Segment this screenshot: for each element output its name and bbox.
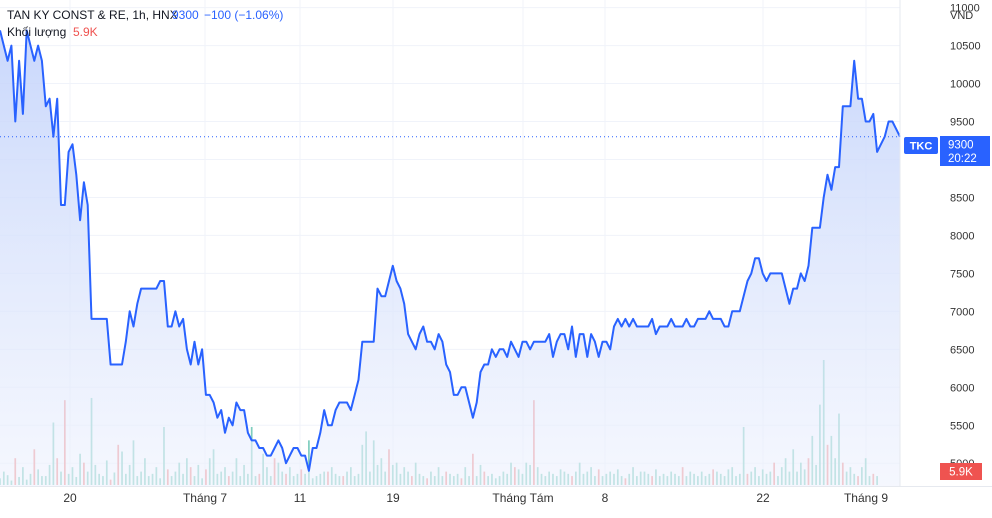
price-tag-countdown: 20:22 [948,153,977,165]
volume-tag-box [940,463,982,480]
volume-value: 5.9K [73,25,98,39]
legend: TAN KY CONST & RE, 1h, HNX 9300 −100 (−1… [7,8,283,39]
volume-tag-value: 5.9K [949,467,973,479]
price-tick-label: 8000 [950,230,974,242]
price-area [0,30,900,487]
price-axis-unit: VND [950,10,973,22]
price-tag-symbol: TKC [910,141,933,153]
price-line [0,29,901,472]
price-tag-box [940,136,990,166]
time-tick-label: 20 [63,491,77,505]
price-tick-label: 10500 [950,41,981,53]
price-tag-price: 9300 [948,140,974,152]
volume-label[interactable]: Khối lượng [7,25,66,39]
price-change: −100 (−1.06%) [204,8,283,22]
price-tick-label: 9500 [950,117,974,129]
time-tick-label: 19 [386,491,400,505]
price-tick-label: 7500 [950,268,974,280]
price-tick-label: 7000 [950,306,974,318]
price-axis[interactable]: 1100010500100009500900085008000750070006… [950,3,981,471]
volume-bar [308,440,310,485]
price-tick-label: 5500 [950,420,974,432]
price-tick-label: 6000 [950,382,974,394]
last-price: 9300 [172,8,199,22]
volume-tag: 5.9K [940,463,982,480]
time-tick-label: Tháng 9 [844,491,888,505]
time-tick-label: Tháng Tám [492,491,553,505]
symbol-title[interactable]: TAN KY CONST & RE, 1h, HNX [7,8,178,22]
time-axis[interactable]: 20 Tháng 7 11 19 Tháng Tám 8 22 Tháng 9 [63,491,888,505]
time-tick-label: 8 [602,491,609,505]
time-tick-label: 11 [294,491,307,505]
price-tick-label: 8500 [950,192,974,204]
price-tick-label: 6500 [950,344,974,356]
price-tick-label: 11000 [950,3,980,15]
price-tag-symbol-box [904,137,938,154]
price-tag: TKC 9300 20:22 [904,136,990,166]
price-tick-label: 10000 [950,79,981,91]
time-tick-label: 22 [756,491,770,505]
time-tick-label: Tháng 7 [183,491,227,505]
